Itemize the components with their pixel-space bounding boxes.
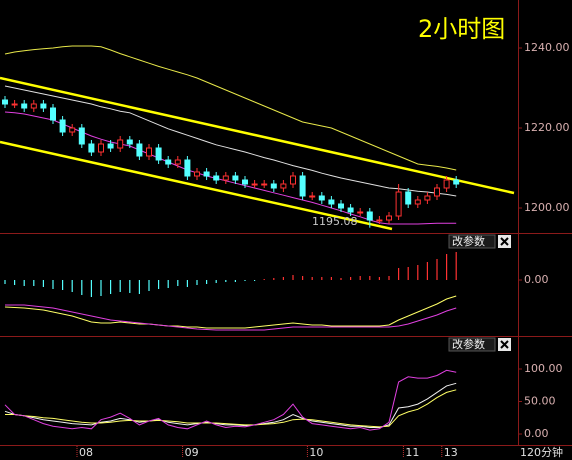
x-tick-label: 09: [185, 446, 199, 459]
candle-body: [213, 175, 220, 181]
y-tick-label: 100.00: [524, 362, 563, 375]
button-bg: [448, 234, 496, 249]
button-label: 改参数: [452, 337, 485, 351]
candle-body: [11, 103, 18, 106]
chart-title: 2小时图: [418, 15, 505, 43]
candle-body: [232, 175, 239, 181]
candle-body: [434, 187, 440, 197]
candle-body: [453, 179, 460, 185]
y-tick-label: 1240.00: [524, 41, 570, 54]
candle-body: [405, 191, 412, 205]
y-tick-label: 1200.00: [524, 201, 570, 214]
candle-body: [318, 195, 325, 201]
close-icon: [500, 340, 509, 349]
line: [4, 85, 457, 197]
candle-body: [155, 147, 162, 161]
close-button[interactable]: [498, 338, 511, 351]
line: [4, 45, 457, 171]
candle-body: [366, 211, 373, 221]
candle-body: [98, 143, 104, 153]
candle-body: [50, 107, 56, 121]
x-tick-label: 08: [79, 446, 93, 459]
candle-body: [328, 199, 335, 205]
candle-body: [184, 159, 191, 177]
candle-body: [136, 143, 143, 157]
button[interactable]: 改参数: [448, 234, 511, 249]
candle-body: [395, 191, 402, 217]
candle-body: [69, 127, 76, 133]
candle-body: [290, 175, 296, 185]
candle-body: [146, 147, 152, 157]
line: [4, 295, 457, 329]
candle-body: [165, 159, 172, 165]
candle-body: [376, 219, 383, 222]
line: [5, 389, 457, 428]
x-axis-label: 120分钟: [520, 445, 563, 459]
candle-body: [107, 143, 114, 149]
candle-body: [30, 103, 37, 109]
candle-body: [251, 183, 258, 186]
candle-body: [40, 103, 47, 109]
candle-body: [280, 183, 287, 189]
x-tick-label: 13: [444, 446, 458, 459]
candle-body: [424, 195, 431, 201]
button[interactable]: 改参数: [448, 337, 511, 352]
y-tick-label: 1220.00: [524, 121, 570, 134]
trend-line: [0, 76, 515, 195]
y-tick-label: 0.00: [524, 273, 549, 286]
candle-body: [270, 183, 277, 189]
candle-body: [338, 203, 344, 209]
candle-body: [309, 195, 316, 198]
annotation: 1195.08: [312, 215, 358, 228]
trend-line: [0, 140, 393, 231]
candle-body: [21, 103, 28, 109]
x-tick-label: 10: [309, 446, 323, 459]
candle-body: [357, 211, 364, 214]
candle-body: [88, 143, 95, 153]
candle-body: [261, 183, 268, 186]
x-tick-label: 11: [405, 446, 419, 459]
close-button[interactable]: [498, 235, 511, 248]
candle-body: [299, 175, 306, 197]
candle-body: [347, 207, 354, 213]
candle-body: [386, 215, 392, 221]
y-tick-label: 50.00: [524, 395, 556, 408]
candle-body: [174, 159, 181, 165]
line: [5, 304, 457, 331]
button-label: 改参数: [452, 234, 485, 248]
candle-body: [222, 175, 229, 181]
close-icon: [500, 237, 509, 246]
candle-body: [2, 99, 8, 105]
candle-body: [78, 127, 85, 145]
candle-body: [242, 179, 248, 185]
candle-body: [414, 199, 421, 205]
candle-body: [59, 119, 66, 133]
candle-body: [126, 139, 133, 145]
candle-body: [194, 171, 200, 177]
y-tick-label: 0.00: [524, 427, 549, 440]
candle-body: [443, 179, 450, 189]
button-bg: [448, 337, 496, 352]
candle-body: [117, 139, 124, 149]
line: [4, 369, 457, 431]
candle-body: [203, 171, 210, 177]
